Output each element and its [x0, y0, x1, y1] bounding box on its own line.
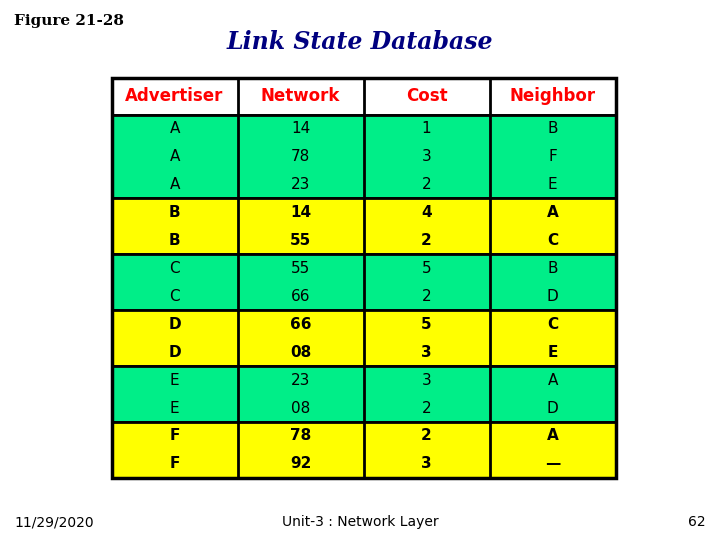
Text: 4: 4: [421, 205, 432, 220]
Text: Advertiser: Advertiser: [125, 87, 224, 105]
Text: 08: 08: [291, 401, 310, 416]
Text: A: A: [546, 428, 559, 443]
Text: 2: 2: [422, 289, 431, 304]
Text: 78: 78: [290, 428, 311, 443]
Text: 2: 2: [422, 177, 431, 192]
Text: 2: 2: [422, 401, 431, 416]
Text: C: C: [169, 289, 180, 304]
Text: A: A: [546, 205, 559, 220]
Text: 66: 66: [290, 316, 311, 332]
Bar: [112, 114, 616, 199]
Text: 14: 14: [291, 121, 310, 136]
Text: 3: 3: [421, 456, 432, 471]
Bar: [112, 310, 616, 366]
Text: 3: 3: [422, 149, 431, 164]
Text: F: F: [169, 456, 180, 471]
Text: 66: 66: [291, 289, 310, 304]
Text: B: B: [547, 261, 558, 276]
Text: 1: 1: [422, 121, 431, 136]
Text: A: A: [169, 177, 180, 192]
Text: Neighbor: Neighbor: [510, 87, 595, 105]
Text: D: D: [546, 289, 559, 304]
Text: D: D: [168, 345, 181, 360]
Text: A: A: [169, 149, 180, 164]
Text: 14: 14: [290, 205, 311, 220]
Text: 55: 55: [291, 261, 310, 276]
Text: D: D: [168, 316, 181, 332]
Text: 23: 23: [291, 373, 310, 388]
Text: E: E: [170, 401, 179, 416]
Text: 78: 78: [291, 149, 310, 164]
Text: F: F: [548, 149, 557, 164]
Bar: [112, 366, 616, 422]
Text: Figure 21-28: Figure 21-28: [14, 14, 125, 28]
Text: 23: 23: [291, 177, 310, 192]
Text: 11/29/2020: 11/29/2020: [14, 515, 94, 529]
Text: E: E: [547, 345, 558, 360]
Text: 92: 92: [290, 456, 311, 471]
Text: B: B: [547, 121, 558, 136]
Bar: [112, 78, 616, 114]
Text: 5: 5: [422, 261, 431, 276]
Text: B: B: [168, 233, 181, 248]
Bar: [112, 422, 616, 478]
Text: 2: 2: [421, 233, 432, 248]
Text: 3: 3: [421, 345, 432, 360]
Text: Unit-3 : Network Layer: Unit-3 : Network Layer: [282, 515, 438, 529]
Text: 08: 08: [290, 345, 311, 360]
Text: Link State Database: Link State Database: [227, 30, 493, 53]
Bar: [112, 78, 616, 478]
Text: F: F: [169, 428, 180, 443]
Text: E: E: [548, 177, 557, 192]
Text: B: B: [168, 205, 181, 220]
Text: A: A: [169, 121, 180, 136]
Bar: [112, 199, 616, 254]
Text: A: A: [547, 373, 558, 388]
Text: C: C: [169, 261, 180, 276]
Text: C: C: [547, 316, 558, 332]
Text: Network: Network: [261, 87, 341, 105]
Text: 55: 55: [290, 233, 311, 248]
Text: 62: 62: [688, 515, 706, 529]
Text: Cost: Cost: [406, 87, 447, 105]
Text: —: —: [545, 456, 560, 471]
Bar: [112, 254, 616, 310]
Text: E: E: [170, 373, 179, 388]
Text: 5: 5: [421, 316, 432, 332]
Text: 3: 3: [422, 373, 431, 388]
Text: C: C: [547, 233, 558, 248]
Text: 2: 2: [421, 428, 432, 443]
Text: D: D: [546, 401, 559, 416]
